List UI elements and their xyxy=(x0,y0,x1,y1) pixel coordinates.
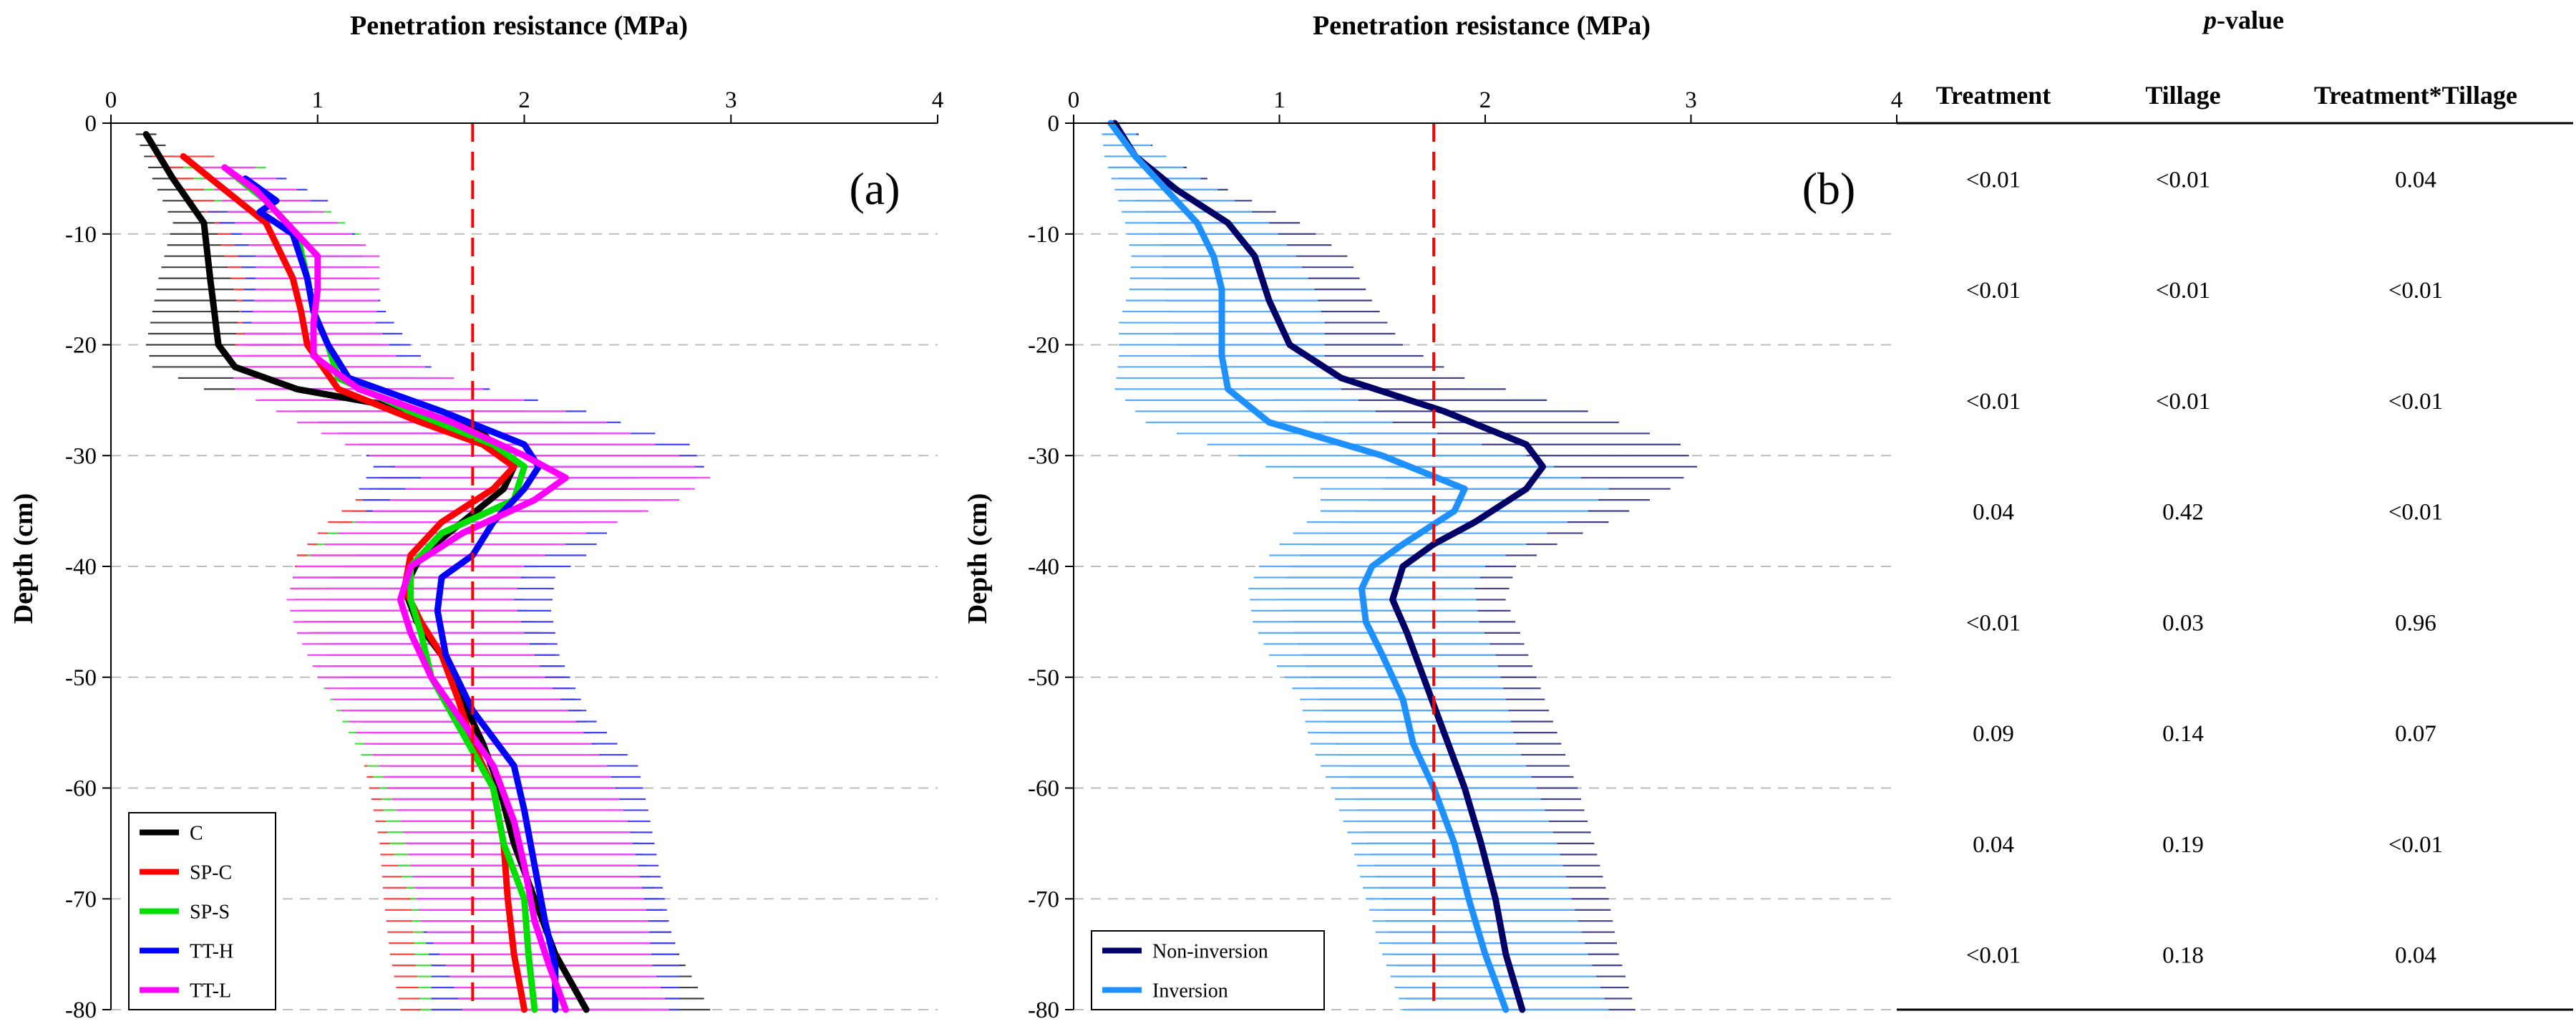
legend-box xyxy=(1091,930,1325,1010)
series-line-Non-inversion xyxy=(1112,120,1546,1013)
p-value-table: p-value Treatment Tillage Treatment*Tillag… xyxy=(1897,6,2573,1011)
panel-b-label: (b) xyxy=(1802,163,1856,214)
y-tick-label: -10 xyxy=(65,222,97,248)
x-tick-label: 4 xyxy=(932,87,944,113)
column-header: Treatment*Tillage xyxy=(2314,81,2517,110)
table-cell: 0.18 xyxy=(2162,943,2204,969)
y-tick-label: -60 xyxy=(65,776,97,802)
y-tick-label: -40 xyxy=(1028,554,1059,580)
table-cell: <0.01 xyxy=(1966,943,2021,969)
legend-label-TT-L: TT-L xyxy=(190,980,231,1002)
y-tick-label: -50 xyxy=(1028,665,1059,691)
x-tick-label: 0 xyxy=(1068,87,1080,113)
series-line-TT-L xyxy=(221,164,569,1013)
legend-label-C: C xyxy=(190,823,203,845)
y-tick-label: -70 xyxy=(1028,886,1059,912)
series-line-TT-H xyxy=(242,175,559,1013)
table-cell: 0.04 xyxy=(1973,832,2014,858)
panel-a-x-ticks: 0 1 2 3 4 xyxy=(105,87,944,123)
table-cell: <0.01 xyxy=(2388,389,2443,415)
y-tick-label: -20 xyxy=(1028,333,1059,359)
panel-b-y-ticks: 0 -10 -20 -30 -40 -50 -60 -70 -80 xyxy=(1028,111,1074,1023)
panel-b: Penetration resistance (MPa) Depth (cm) … xyxy=(963,11,1902,1023)
table-cell: 0.14 xyxy=(2162,721,2204,747)
legend-label-Non-inversion: Non-inversion xyxy=(1152,941,1268,963)
table-cell: 0.04 xyxy=(1973,500,2014,526)
panel-b-x-ticks: 0 1 2 3 4 xyxy=(1068,87,1903,123)
p-value-title-rest: -value xyxy=(2217,6,2284,34)
table-cell: <0.01 xyxy=(1966,389,2021,415)
y-tick-label: -50 xyxy=(65,665,97,691)
panel-a-y-title: Depth (cm) xyxy=(9,493,39,624)
table-cell: 0.04 xyxy=(2395,943,2436,969)
panel-a-y-ticks: 0 -10 -20 -30 -40 -50 -60 -70 -80 xyxy=(65,111,111,1023)
legend-label-TT-H: TT-H xyxy=(190,941,233,963)
panel-b-y-title: Depth (cm) xyxy=(963,493,993,624)
table-cell: 0.07 xyxy=(2395,721,2436,747)
panel-b-x-title: Penetration resistance (MPa) xyxy=(1313,11,1651,41)
p-value-title-italic: p xyxy=(2202,6,2217,34)
legend-label-Inversion: Inversion xyxy=(1152,980,1228,1002)
p-value-body: <0.01 <0.01 0.04 <0.01 <0.01 <0.01 <0.01 <0.01 <… xyxy=(1966,167,2443,968)
panel-b-error-bars xyxy=(1100,122,1698,1011)
panel-b-legend: Non-inversion Inversion xyxy=(1091,930,1325,1010)
table-cell: <0.01 xyxy=(1966,278,2021,304)
column-header: Tillage xyxy=(2145,81,2220,110)
table-cell: <0.01 xyxy=(2156,167,2210,193)
y-tick-label: -80 xyxy=(65,997,97,1023)
table-cell: <0.01 xyxy=(2156,278,2210,304)
y-tick-label: -70 xyxy=(65,886,97,912)
x-tick-label: 1 xyxy=(312,87,324,113)
y-tick-label: -40 xyxy=(65,554,97,580)
x-tick-label: 0 xyxy=(105,87,117,113)
y-tick-label: -60 xyxy=(1028,776,1059,802)
table-cell: <0.01 xyxy=(2388,278,2443,304)
x-tick-label: 3 xyxy=(725,87,737,113)
table-cell: 0.42 xyxy=(2162,500,2204,526)
table-cell: 0.96 xyxy=(2395,610,2436,636)
panel-a-x-title: Penetration resistance (MPa) xyxy=(350,11,688,41)
panel-a: Penetration resistance (MPa) Depth (cm) … xyxy=(9,11,943,1023)
y-tick-label: 0 xyxy=(1048,111,1060,137)
panel-a-series xyxy=(142,131,590,1013)
x-tick-label: 1 xyxy=(1273,87,1285,113)
x-tick-label: 2 xyxy=(1479,87,1492,113)
table-cell: 0.19 xyxy=(2162,832,2204,858)
table-cell: <0.01 xyxy=(1966,167,2021,193)
panel-a-label: (a) xyxy=(849,163,900,214)
y-tick-label: -30 xyxy=(65,443,97,469)
y-tick-label: -10 xyxy=(1028,222,1059,248)
y-tick-label: -80 xyxy=(1028,997,1059,1023)
legend-label-SP-C: SP-C xyxy=(190,862,232,884)
x-tick-label: 4 xyxy=(1891,87,1903,113)
legend-label-SP-S: SP-S xyxy=(190,902,230,924)
table-cell: <0.01 xyxy=(2388,832,2443,858)
column-header: Treatment xyxy=(1936,81,2051,110)
x-tick-label: 3 xyxy=(1685,87,1697,113)
y-tick-label: -20 xyxy=(65,333,97,359)
p-value-title: p-value xyxy=(2202,6,2284,34)
y-tick-label: -30 xyxy=(1028,443,1059,469)
table-cell: 0.09 xyxy=(1973,721,2014,747)
table-cell: <0.01 xyxy=(2388,500,2443,526)
table-cell: 0.03 xyxy=(2162,610,2204,636)
p-value-header: Treatment Tillage Treatment*Tillage xyxy=(1897,81,2573,1011)
y-tick-label: 0 xyxy=(85,111,97,137)
table-cell: <0.01 xyxy=(2156,389,2210,415)
x-tick-label: 2 xyxy=(518,87,530,113)
panel-a-legend: C SP-C SP-S TT-H TT-L xyxy=(128,812,276,1010)
table-cell: <0.01 xyxy=(1966,610,2021,636)
table-cell: 0.04 xyxy=(2395,167,2436,193)
